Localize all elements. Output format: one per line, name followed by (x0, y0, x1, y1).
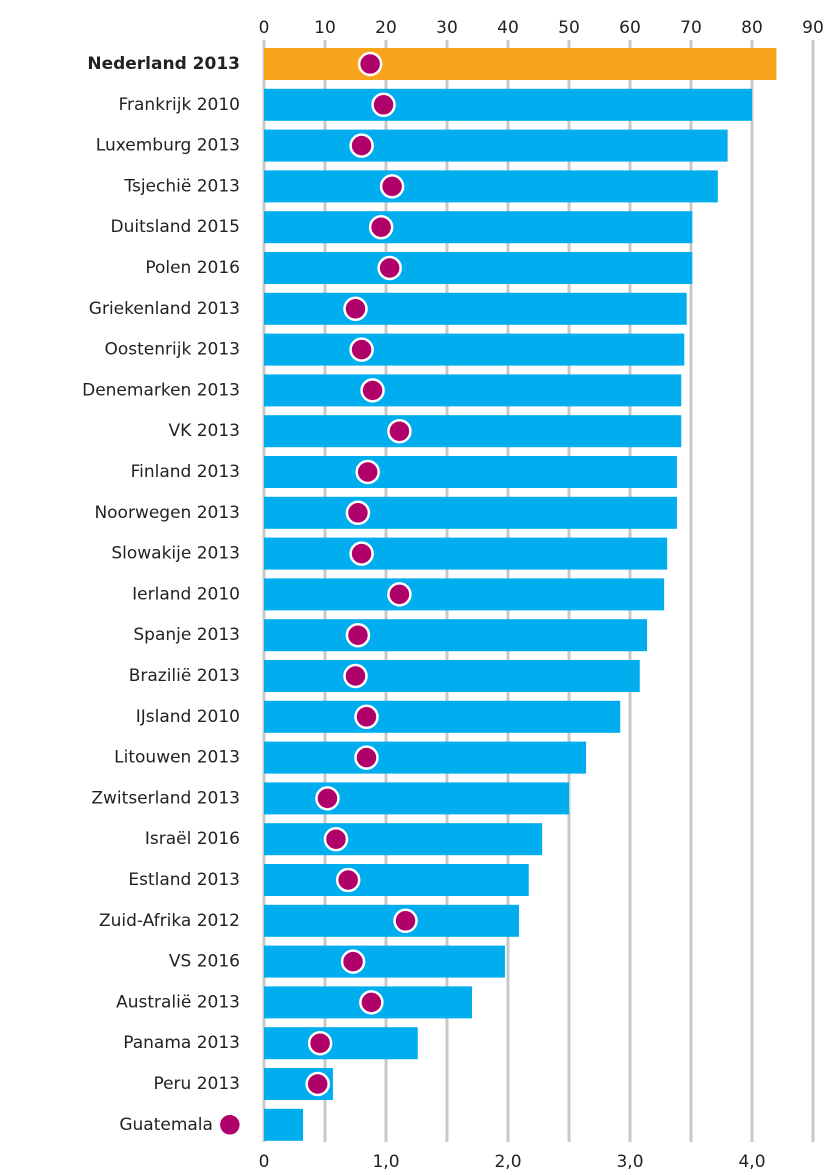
dot (305, 1071, 330, 1097)
bar (264, 537, 668, 570)
dot (345, 500, 371, 526)
bar (264, 660, 640, 692)
bar (264, 496, 677, 529)
y-tick-label: Duitsland 2015 (111, 217, 240, 237)
x-tick-label: 70 (680, 18, 702, 38)
y-tick-label: Oostenrijk 2013 (105, 340, 241, 360)
bar (264, 333, 685, 366)
y-tick-label: Zuid-Afrika 2012 (99, 911, 240, 931)
y-tick-label: Brazilië 2013 (129, 666, 240, 686)
x2-tick-label: 4,0 (738, 1152, 765, 1172)
dot (357, 51, 383, 77)
y-tick-label: Nederland 2013 (87, 54, 240, 74)
y-tick-label: Ierland 2010 (132, 584, 240, 604)
y-tick-label: Polen 2016 (145, 258, 240, 278)
dot (349, 541, 374, 566)
bar (264, 619, 648, 652)
x2-tick-label: 0 (259, 1152, 270, 1172)
bar (264, 211, 693, 244)
bar (264, 292, 687, 325)
x-tick-label: 90 (802, 18, 824, 38)
dot (359, 990, 384, 1015)
dot (371, 92, 396, 118)
y-tick-label: Litouwen 2013 (114, 748, 240, 768)
bar (264, 456, 677, 488)
y-tick-label: Israël 2016 (145, 829, 240, 849)
x2-tick-label: 3,0 (616, 1152, 643, 1172)
dot (315, 786, 340, 811)
x-tick-label: 60 (619, 18, 641, 38)
dot (335, 867, 361, 893)
dot (355, 459, 380, 485)
bar (264, 823, 543, 856)
y-tick-label: Tsjechië 2013 (123, 176, 240, 196)
bar (264, 782, 569, 815)
y-tick-label: Panama 2013 (123, 1033, 240, 1053)
dot (343, 296, 368, 322)
dot (387, 582, 412, 607)
x2-tick-label: 1,0 (372, 1152, 399, 1172)
bar (264, 578, 665, 611)
bar (264, 904, 519, 937)
y-tick-label: Griekenland 2013 (89, 299, 240, 319)
dot (360, 378, 385, 403)
y-tick-label: Frankrijk 2010 (118, 95, 240, 115)
y-tick-label: Slowakije 2013 (111, 544, 240, 564)
bar (264, 252, 693, 284)
dot (393, 908, 418, 934)
dot (307, 1030, 333, 1056)
y-tick-label: Estland 2013 (128, 870, 240, 890)
dot (368, 214, 394, 240)
x-tick-label: 50 (558, 18, 580, 38)
bar (264, 741, 587, 774)
y-tick-label: Luxemburg 2013 (96, 136, 240, 156)
x-tick-label: 20 (375, 18, 397, 38)
dot (349, 337, 374, 362)
bar (264, 129, 728, 162)
y-tick-label: Spanje 2013 (133, 625, 240, 645)
x2-tick-label: 2,0 (494, 1152, 521, 1172)
x-tick-label: 30 (436, 18, 458, 38)
y-tick-label: Zwitserland 2013 (91, 788, 240, 808)
dot (377, 255, 402, 281)
bar (264, 1027, 418, 1060)
dot (349, 133, 374, 158)
dot (387, 418, 412, 444)
bar (264, 88, 752, 121)
y-tick-label: Peru 2013 (153, 1074, 240, 1094)
bar (264, 48, 777, 80)
y-tick-label: Guatemala 20 (119, 1115, 240, 1135)
x-tick-label: 10 (314, 18, 336, 38)
dot (217, 1112, 243, 1138)
dot (345, 622, 371, 648)
y-tick-label: Denemarken 2013 (82, 380, 240, 400)
y-tick-label: VS 2016 (169, 952, 240, 972)
y-tick-label: VK 2013 (169, 421, 240, 441)
y-tick-label: IJsland 2010 (136, 707, 240, 727)
dot (343, 663, 368, 689)
dot (354, 745, 379, 770)
bar (264, 415, 682, 448)
x-tick-label: 80 (741, 18, 763, 38)
bar (264, 374, 682, 407)
y-tick-label: Finland 2013 (131, 462, 240, 482)
bar (264, 864, 529, 896)
y-tick-label: Australië 2013 (116, 992, 240, 1012)
bar (264, 700, 621, 733)
bar (264, 170, 718, 203)
bar (264, 945, 505, 978)
y-tick-label: Noorwegen 2013 (94, 503, 240, 523)
dot (323, 826, 349, 852)
dot (354, 704, 379, 730)
x-tick-label: 40 (497, 18, 519, 38)
dot (340, 949, 366, 974)
x-tick-label: 0 (259, 18, 270, 38)
bar (264, 1108, 304, 1141)
dot (379, 174, 405, 199)
